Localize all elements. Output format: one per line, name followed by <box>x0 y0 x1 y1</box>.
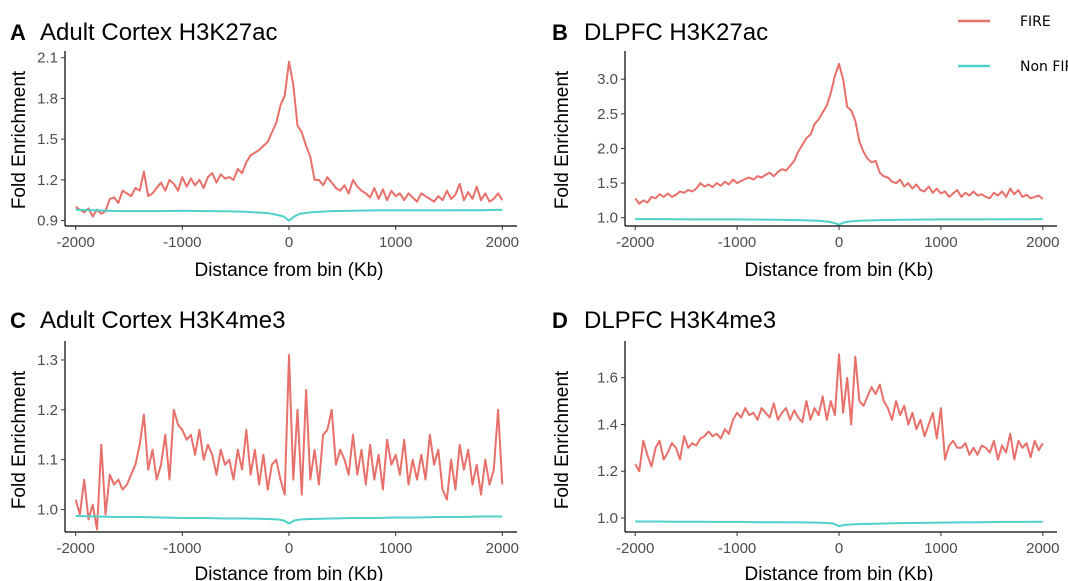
y-tick-label: 1.6 <box>597 370 618 387</box>
panel-letter: B <box>552 20 568 45</box>
y-tick-label: 1.3 <box>37 352 58 369</box>
x-tick-label: -2000 <box>56 234 94 251</box>
x-axis-title: Distance from bin (Kb) <box>194 260 383 281</box>
plot-area: -2000 -1000 0 1000 2000 1.0 1.1 1.2 1.3 <box>37 341 519 557</box>
panel-b: B DLPFC H3K27ac -2000 -1000 0 1000 2000 1.0 1.… <box>552 19 1059 281</box>
x-tick-label: 1000 <box>379 540 412 557</box>
panel-letter: A <box>10 20 26 45</box>
legend-label: FIRE <box>1020 14 1051 30</box>
legend-item-non-fire: Non FIRE <box>958 59 1068 75</box>
series-line-non-fire <box>75 515 503 525</box>
y-axis-title: Fold Enrichment <box>552 70 573 209</box>
x-tick-label: 0 <box>285 234 293 251</box>
x-axis-title: Distance from bin (Kb) <box>194 564 383 581</box>
panel-letter: C <box>10 308 26 333</box>
y-tick-label: 3.0 <box>597 71 618 88</box>
x-tick-label: 1000 <box>379 234 412 251</box>
series-line-fire <box>75 60 504 218</box>
legend: FIRE Non FIRE <box>958 14 1068 75</box>
chart-title: DLPFC H3K4me3 <box>584 307 776 334</box>
series-line-fire <box>74 354 504 531</box>
y-tick-label: 1.4 <box>597 416 618 433</box>
y-tick-label: 2.0 <box>597 140 618 157</box>
legend-label: Non FIRE <box>1020 59 1068 75</box>
y-tick-label: 1.2 <box>37 402 58 419</box>
y-axis-title: Fold Enrichment <box>9 370 30 509</box>
y-tick-label: 0.9 <box>37 213 58 230</box>
x-tick-label: -1000 <box>163 540 201 557</box>
panel-letter: D <box>552 308 568 333</box>
x-tick-label: 2000 <box>1026 234 1059 251</box>
x-tick-label: 1000 <box>924 540 957 557</box>
plot-area: -2000 -1000 0 1000 2000 0.9 1.2 1.5 1.8 2.1 <box>37 50 519 251</box>
y-tick-label: 1.0 <box>597 510 618 527</box>
panel-c: C Adult Cortex H3K4me3 -2000 -1000 0 1000 20… <box>9 307 519 581</box>
x-tick-label: 2000 <box>486 540 519 557</box>
chart-title: Adult Cortex H3K27ac <box>40 19 277 46</box>
series-line-non-fire <box>75 208 503 222</box>
chart-title: Adult Cortex H3K4me3 <box>40 307 285 334</box>
series-line-fire <box>634 63 1044 205</box>
y-tick-label: 1.0 <box>37 502 58 519</box>
x-tick-label: -2000 <box>616 540 654 557</box>
x-tick-label: -2000 <box>56 540 94 557</box>
panel-d: D DLPFC H3K4me3 -2000 -1000 0 1000 2000 1.0 1.… <box>552 307 1059 581</box>
x-tick-label: -2000 <box>616 234 654 251</box>
series-line-non-fire <box>635 218 1043 226</box>
x-axis-title: Distance from bin (Kb) <box>744 564 933 581</box>
x-tick-label: -1000 <box>718 234 756 251</box>
y-tick-label: 2.1 <box>37 50 58 67</box>
plot-area: -2000 -1000 0 1000 2000 1.0 1.2 1.4 1.6 <box>597 341 1059 557</box>
x-tick-label: 2000 <box>1026 540 1059 557</box>
panel-a: A Adult Cortex H3K27ac -2000 -1000 0 1000 20… <box>9 19 519 281</box>
y-tick-label: 1.0 <box>597 210 618 227</box>
y-tick-label: 1.5 <box>37 131 58 148</box>
chart-title: DLPFC H3K27ac <box>584 19 768 46</box>
x-tick-label: 0 <box>835 234 843 251</box>
x-axis-title: Distance from bin (Kb) <box>744 260 933 281</box>
y-tick-label: 1.2 <box>597 463 618 480</box>
y-tick-label: 1.1 <box>37 452 58 469</box>
x-tick-label: 0 <box>835 540 843 557</box>
x-tick-label: 1000 <box>924 234 957 251</box>
y-tick-label: 2.5 <box>597 106 618 123</box>
legend-item-fire: FIRE <box>958 14 1051 30</box>
x-tick-label: 2000 <box>486 234 519 251</box>
x-tick-label: -1000 <box>163 234 201 251</box>
series-line-non-fire <box>635 520 1043 528</box>
y-axis-title: Fold Enrichment <box>9 70 30 209</box>
x-tick-label: -1000 <box>718 540 756 557</box>
series-line-fire <box>634 353 1044 473</box>
x-tick-label: 0 <box>285 540 293 557</box>
plot-area: -2000 -1000 0 1000 2000 1.0 1.5 2.0 2.5 3.0 <box>597 51 1059 251</box>
y-axis-title: Fold Enrichment <box>552 370 573 509</box>
y-tick-label: 1.8 <box>37 90 58 107</box>
y-tick-label: 1.2 <box>37 172 58 189</box>
y-tick-label: 1.5 <box>597 175 618 192</box>
